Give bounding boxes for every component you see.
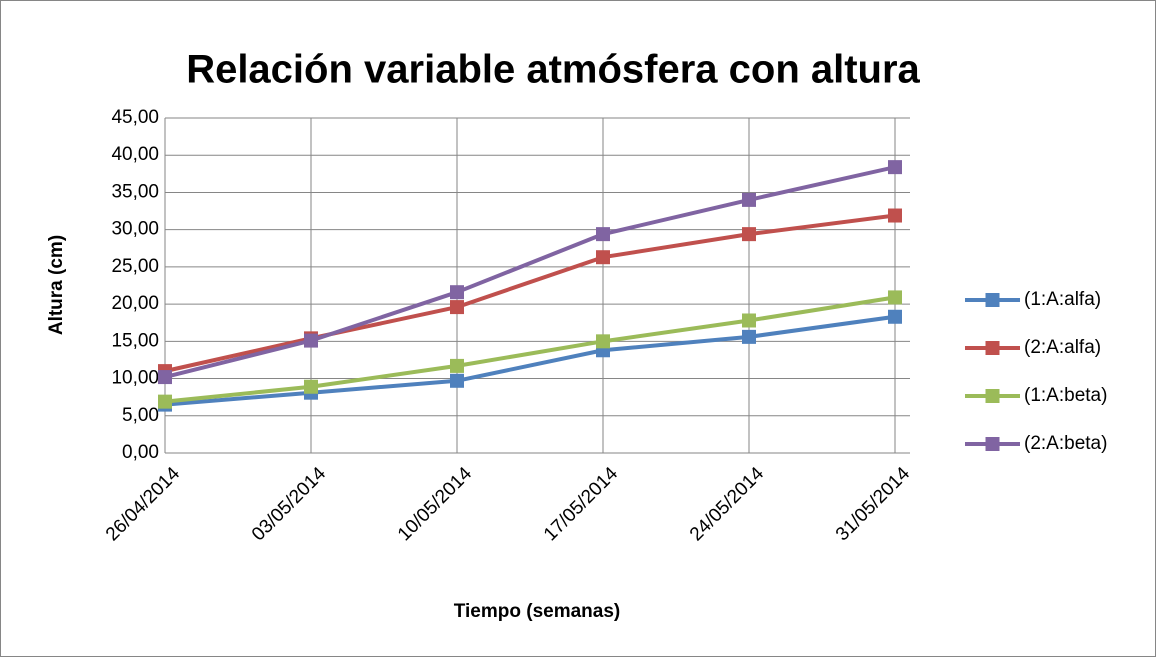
- chart-title: Relación variable atmósfera con altura: [186, 48, 920, 92]
- legend-marker: [985, 437, 1000, 451]
- series-line: [164, 165, 896, 380]
- legend-label: (1:A:beta): [1024, 385, 1107, 406]
- y-tick-label: 10,00: [111, 368, 159, 389]
- marker: [450, 285, 464, 300]
- marker: [450, 373, 464, 388]
- legend-marker: [985, 389, 1000, 403]
- marker: [450, 358, 464, 373]
- y-tick-label: 25,00: [111, 256, 159, 277]
- x-axis-label: Tiempo (semanas): [454, 601, 620, 622]
- marker: [888, 160, 902, 175]
- marker: [742, 192, 756, 207]
- series-line: [164, 213, 896, 374]
- marker: [888, 290, 902, 305]
- marker: [596, 227, 610, 242]
- y-axis-label: Altura (cm): [46, 235, 67, 335]
- legend-marker: [985, 341, 1000, 355]
- marker: [596, 250, 610, 265]
- marker: [304, 379, 318, 394]
- y-tick-label: 5,00: [122, 405, 159, 426]
- y-tick-label: 30,00: [111, 219, 159, 240]
- y-tick-label: 15,00: [111, 330, 159, 351]
- marker: [304, 333, 318, 348]
- y-tick-label: 45,00: [111, 107, 159, 128]
- y-tick-label: 35,00: [111, 181, 159, 202]
- legend-label: (2:A:beta): [1024, 433, 1107, 454]
- legend-marker: [985, 293, 1000, 307]
- marker: [888, 309, 902, 324]
- marker: [742, 313, 756, 328]
- legend-label: (1:A:alfa): [1024, 289, 1101, 310]
- series-line: [164, 314, 896, 407]
- y-tick-label: 0,00: [122, 442, 159, 463]
- series-line: [164, 295, 896, 404]
- y-tick-label: 20,00: [111, 293, 159, 314]
- legend-label: (2:A:alfa): [1024, 337, 1101, 358]
- y-tick-label: 40,00: [111, 144, 159, 165]
- marker: [742, 227, 756, 242]
- marker: [596, 334, 610, 349]
- marker: [450, 300, 464, 315]
- marker: [158, 394, 172, 409]
- marker: [742, 329, 756, 344]
- marker: [888, 208, 902, 223]
- marker: [158, 370, 172, 385]
